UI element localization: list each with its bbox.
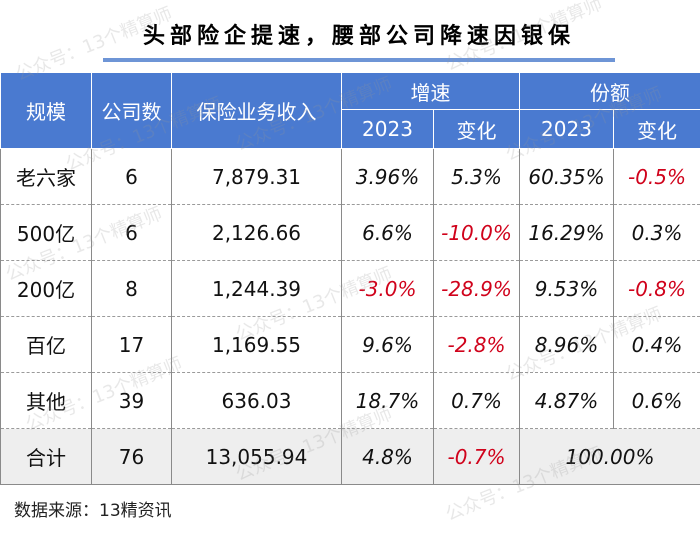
cell-share: 9.53% [519,260,614,317]
cell-scale: 老六家 [0,148,92,205]
cell-share-change: 0.6% [613,372,700,429]
cell-count: 6 [91,204,172,261]
cell-growth-change: -0.7% [433,428,520,485]
cell-growth: 6.6% [341,204,434,261]
cell-income: 13,055.94 [171,428,342,485]
data-table: 规模 公司数 保险业务收入 增速 份额 2023 变化 2023 变化 老六家 … [0,72,700,485]
header-growth-change: 变化 [433,109,520,149]
cell-count: 8 [91,260,172,317]
table-row: 200亿 8 1,244.39 -3.0% -28.9% 9.53% -0.8% [0,260,700,317]
cell-income: 2,126.66 [171,204,342,261]
cell-share: 8.96% [519,316,614,373]
table-row: 其他 39 636.03 18.7% 0.7% 4.87% 0.6% [0,372,700,429]
cell-growth-change: 0.7% [433,372,520,429]
cell-income: 7,879.31 [171,148,342,205]
cell-count: 17 [91,316,172,373]
cell-share-change: 0.3% [613,204,700,261]
cell-share-change: -0.8% [613,260,700,317]
cell-scale: 合计 [0,428,92,485]
cell-growth: 3.96% [341,148,434,205]
cell-income: 1,244.39 [171,260,342,317]
header-premium-income: 保险业务收入 [171,72,342,149]
cell-scale: 500亿 [0,204,92,261]
cell-growth-change: -10.0% [433,204,520,261]
table-row: 老六家 6 7,879.31 3.96% 5.3% 60.35% -0.5% [0,148,700,205]
page-title: 头部险企提速，腰部公司降速因银保 [142,24,575,49]
header-share-group: 份额 [519,72,700,110]
cell-growth-change: 5.3% [433,148,520,205]
cell-income: 1,169.55 [171,316,342,373]
header-share-year: 2023 [519,109,614,149]
cell-share: 100.00% [519,428,700,485]
header-share-change: 变化 [613,109,700,149]
cell-growth-change: -28.9% [433,260,520,317]
cell-count: 76 [91,428,172,485]
cell-count: 6 [91,148,172,205]
cell-scale: 其他 [0,372,92,429]
table-row: 百亿 17 1,169.55 9.6% -2.8% 8.96% 0.4% [0,316,700,373]
cell-income: 636.03 [171,372,342,429]
cell-scale: 200亿 [0,260,92,317]
cell-growth: -3.0% [341,260,434,317]
cell-growth: 18.7% [341,372,434,429]
data-source: 数据来源：13精资讯 [14,501,172,521]
header-company-count: 公司数 [91,72,172,149]
title-underline [103,58,615,62]
header-growth-group: 增速 [341,72,520,110]
table-row: 500亿 6 2,126.66 6.6% -10.0% 16.29% 0.3% [0,204,700,261]
cell-growth: 9.6% [341,316,434,373]
header-growth-year: 2023 [341,109,434,149]
cell-share-change: 0.4% [613,316,700,373]
cell-count: 39 [91,372,172,429]
cell-share-change: -0.5% [613,148,700,205]
cell-share: 16.29% [519,204,614,261]
cell-growth: 4.8% [341,428,434,485]
total-row: 合计 76 13,055.94 4.8% -0.7% 100.00% [0,428,700,485]
cell-growth-change: -2.8% [433,316,520,373]
cell-share: 60.35% [519,148,614,205]
cell-scale: 百亿 [0,316,92,373]
header-scale: 规模 [0,72,92,149]
cell-share: 4.87% [519,372,614,429]
title-area: 头部险企提速，腰部公司降速因银保 [0,0,700,66]
